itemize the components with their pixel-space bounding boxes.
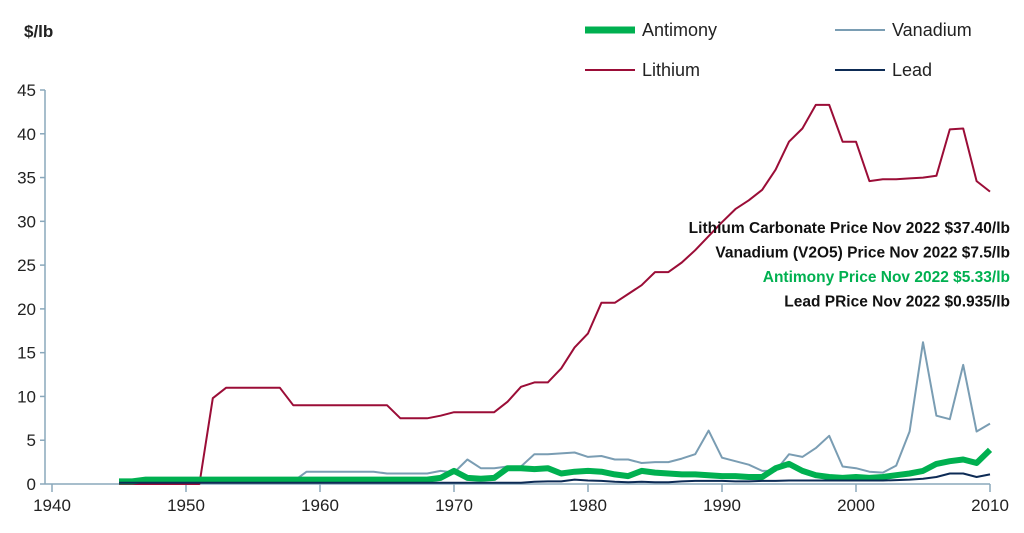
annotation: Lithium Carbonate Price Nov 2022 $37.40/… [689,220,1010,237]
legend-label-lithium: Lithium [642,60,700,80]
legend-label-antimony: Antimony [642,20,717,40]
annotation: Antimony Price Nov 2022 $5.33/lb [763,269,1010,286]
annotation: Vanadium (V2O5) Price Nov 2022 $7.5/lb [715,245,1010,262]
x-tick-label: 1950 [167,496,205,515]
series-line-vanadium [119,341,991,483]
x-tick-label: 1970 [435,496,473,515]
x-tick-label: 1960 [301,496,339,515]
series-line-lithium [119,103,991,485]
y-tick-label: 5 [27,431,36,450]
y-tick-label: 15 [17,344,36,363]
series-line-antimony [119,447,993,485]
x-tick-label: 1940 [33,496,71,515]
x-tick-label: 2000 [837,496,875,515]
y-tick-label: 30 [17,212,36,231]
y-tick-label: 35 [17,169,36,188]
series-line-lead [119,472,991,484]
y-tick-label: 25 [17,256,36,275]
x-tick-label: 1990 [703,496,741,515]
annotation: Lead PRice Nov 2022 $0.935/lb [784,294,1010,311]
legend-label-lead: Lead [892,60,932,80]
x-tick-label: 1980 [569,496,607,515]
y-tick-label: 20 [17,300,36,319]
y-tick-label: 0 [27,475,36,494]
y-tick-label: 10 [17,387,36,406]
x-tick-label: 2010 [971,496,1009,515]
legend-label-vanadium: Vanadium [892,20,972,40]
y-tick-label: 45 [17,81,36,100]
y-tick-label: 40 [17,125,36,144]
y-axis-label: $/lb [24,22,53,41]
